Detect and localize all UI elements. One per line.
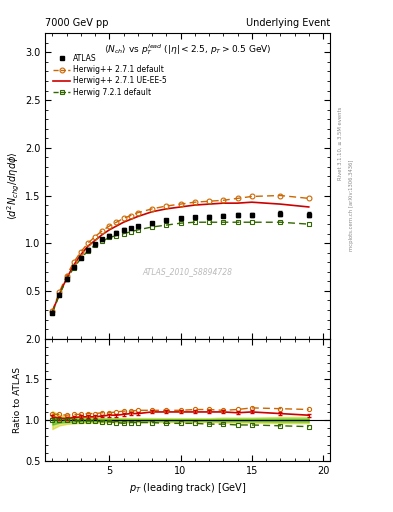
Legend: ATLAS, Herwig++ 2.7.1 default, Herwig++ 2.7.1 UE-EE-5, Herwig 7.2.1 default: ATLAS, Herwig++ 2.7.1 default, Herwig++ … xyxy=(52,52,169,98)
Text: 7000 GeV pp: 7000 GeV pp xyxy=(45,18,109,28)
Text: $\langle N_{ch}\rangle$ vs $p_T^{lead}$ ($|\eta| < 2.5$, $p_T > 0.5$ GeV): $\langle N_{ch}\rangle$ vs $p_T^{lead}$ … xyxy=(104,42,272,57)
Y-axis label: Ratio to ATLAS: Ratio to ATLAS xyxy=(13,367,22,433)
Text: Rivet 3.1.10, ≥ 3.5M events: Rivet 3.1.10, ≥ 3.5M events xyxy=(338,106,342,180)
X-axis label: $p_T$ (leading track) [GeV]: $p_T$ (leading track) [GeV] xyxy=(129,481,246,495)
Text: Underlying Event: Underlying Event xyxy=(246,18,330,28)
Text: ATLAS_2010_S8894728: ATLAS_2010_S8894728 xyxy=(143,267,233,276)
Text: mcplots.cern.ch [arXiv:1306.3436]: mcplots.cern.ch [arXiv:1306.3436] xyxy=(349,159,354,250)
Y-axis label: $\langle d^2 N_{chg}/d\eta d\phi \rangle$: $\langle d^2 N_{chg}/d\eta d\phi \rangle… xyxy=(6,152,22,220)
